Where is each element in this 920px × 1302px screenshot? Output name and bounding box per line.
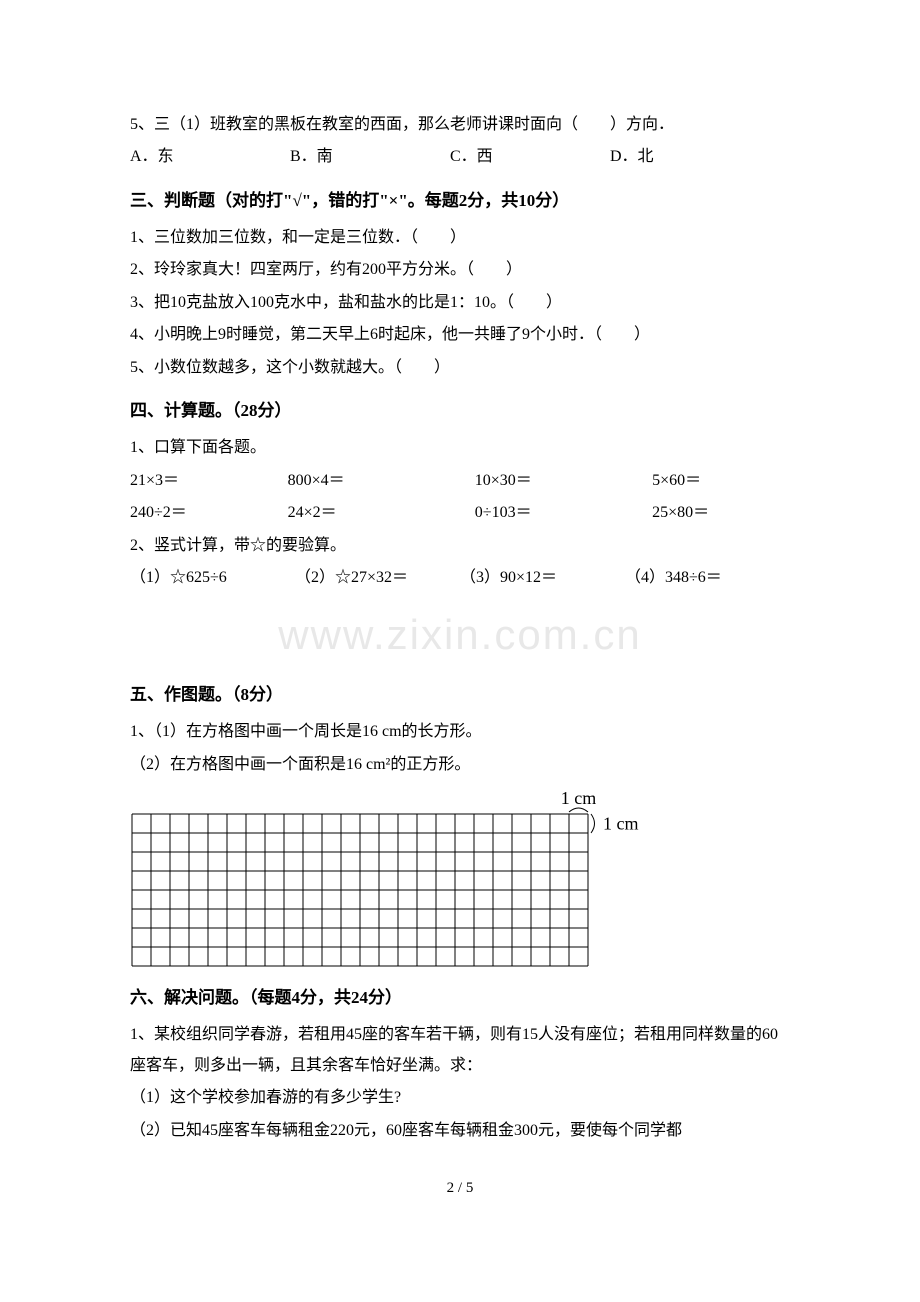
q2-5-opt-a: A．东 xyxy=(130,142,290,172)
watermark-text: www.zixin.com.cn xyxy=(130,595,790,675)
sec3-q5: 5、小数位数越多，这个小数就越大。（ ） xyxy=(130,353,790,383)
q2-5-options: A．东 B．南 C．西 D．北 xyxy=(130,142,790,172)
sec3-heading: 三、判断题（对的打"√"，错的打"×"。每题2分，共10分） xyxy=(130,185,790,217)
q2-5-stem: 5、三（1）班教室的黑板在教室的西面，那么老师讲课时面向（ ）方向． xyxy=(130,110,790,140)
sec4-v3: （3）90×12＝ xyxy=(460,563,625,593)
sec4-r2c1: 240÷2＝ xyxy=(130,498,288,528)
sec4-r1c3: 10×30＝ xyxy=(475,466,652,496)
sec4-q2-stem: 2、竖式计算，带☆的要验算。 xyxy=(130,531,790,561)
sec4-r2c4: 25×80＝ xyxy=(652,498,790,528)
sec5-q1-2: （2）在方格图中画一个面积是16 cm²的正方形。 xyxy=(130,750,790,780)
sec4-q1-stem: 1、口算下面各题。 xyxy=(130,433,790,463)
sec4-row1: 21×3＝ 800×4＝ 10×30＝ 5×60＝ xyxy=(130,466,790,496)
grid-figure: 1 cm 1 cm xyxy=(130,788,790,970)
sec3-q2: 2、玲玲家真大！四室两厅，约有200平方分米。（ ） xyxy=(130,255,790,285)
sec4-v4: （4）348÷6＝ xyxy=(625,563,790,593)
sec4-v1: （1）☆625÷6 xyxy=(130,563,295,593)
sec5-heading: 五、作图题。（8分） xyxy=(130,679,790,711)
sec6-q1-2: （2）已知45座客车每辆租金220元，60座客车每辆租金300元，要使每个同学都 xyxy=(130,1116,790,1146)
sec3-q1: 1、三位数加三位数，和一定是三位数．（ ） xyxy=(130,223,790,253)
q2-5-opt-b: B．南 xyxy=(290,142,450,172)
sec6-q1-1: （1）这个学校参加春游的有多少学生? xyxy=(130,1083,790,1113)
q2-5-opt-c: C．西 xyxy=(450,142,610,172)
sec3-q4: 4、小明晚上9时睡觉，第二天早上6时起床，他一共睡了9个小时．（ ） xyxy=(130,320,790,350)
sec6-heading: 六、解决问题。（每题4分，共24分） xyxy=(130,982,790,1014)
sec6-q1-stem: 1、某校组织同学春游，若租用45座的客车若干辆，则有15人没有座位；若租用同样数… xyxy=(130,1020,790,1081)
page-number: 2 / 5 xyxy=(130,1174,790,1203)
sec4-r2c3: 0÷103＝ xyxy=(475,498,652,528)
sec4-r2c2: 24×2＝ xyxy=(288,498,475,528)
sec4-r1c1: 21×3＝ xyxy=(130,466,288,496)
sec4-r1c2: 800×4＝ xyxy=(288,466,475,496)
sec4-vert-row: （1）☆625÷6 （2）☆27×32＝ （3）90×12＝ （4）348÷6＝ xyxy=(130,563,790,593)
svg-text:1 cm: 1 cm xyxy=(603,814,639,834)
sec4-row2: 240÷2＝ 24×2＝ 0÷103＝ 25×80＝ xyxy=(130,498,790,528)
sec4-r1c4: 5×60＝ xyxy=(652,466,790,496)
sec3-q3: 3、把10克盐放入100克水中，盐和盐水的比是1：10。（ ） xyxy=(130,288,790,318)
sec4-heading: 四、计算题。（28分） xyxy=(130,395,790,427)
sec5-q1-1: 1、（1）在方格图中画一个周长是16 cm的长方形。 xyxy=(130,717,790,747)
grid-svg: 1 cm 1 cm xyxy=(130,788,678,970)
q2-5-opt-d: D．北 xyxy=(610,142,750,172)
svg-text:1 cm: 1 cm xyxy=(561,788,597,808)
sec4-v2: （2）☆27×32＝ xyxy=(295,563,460,593)
